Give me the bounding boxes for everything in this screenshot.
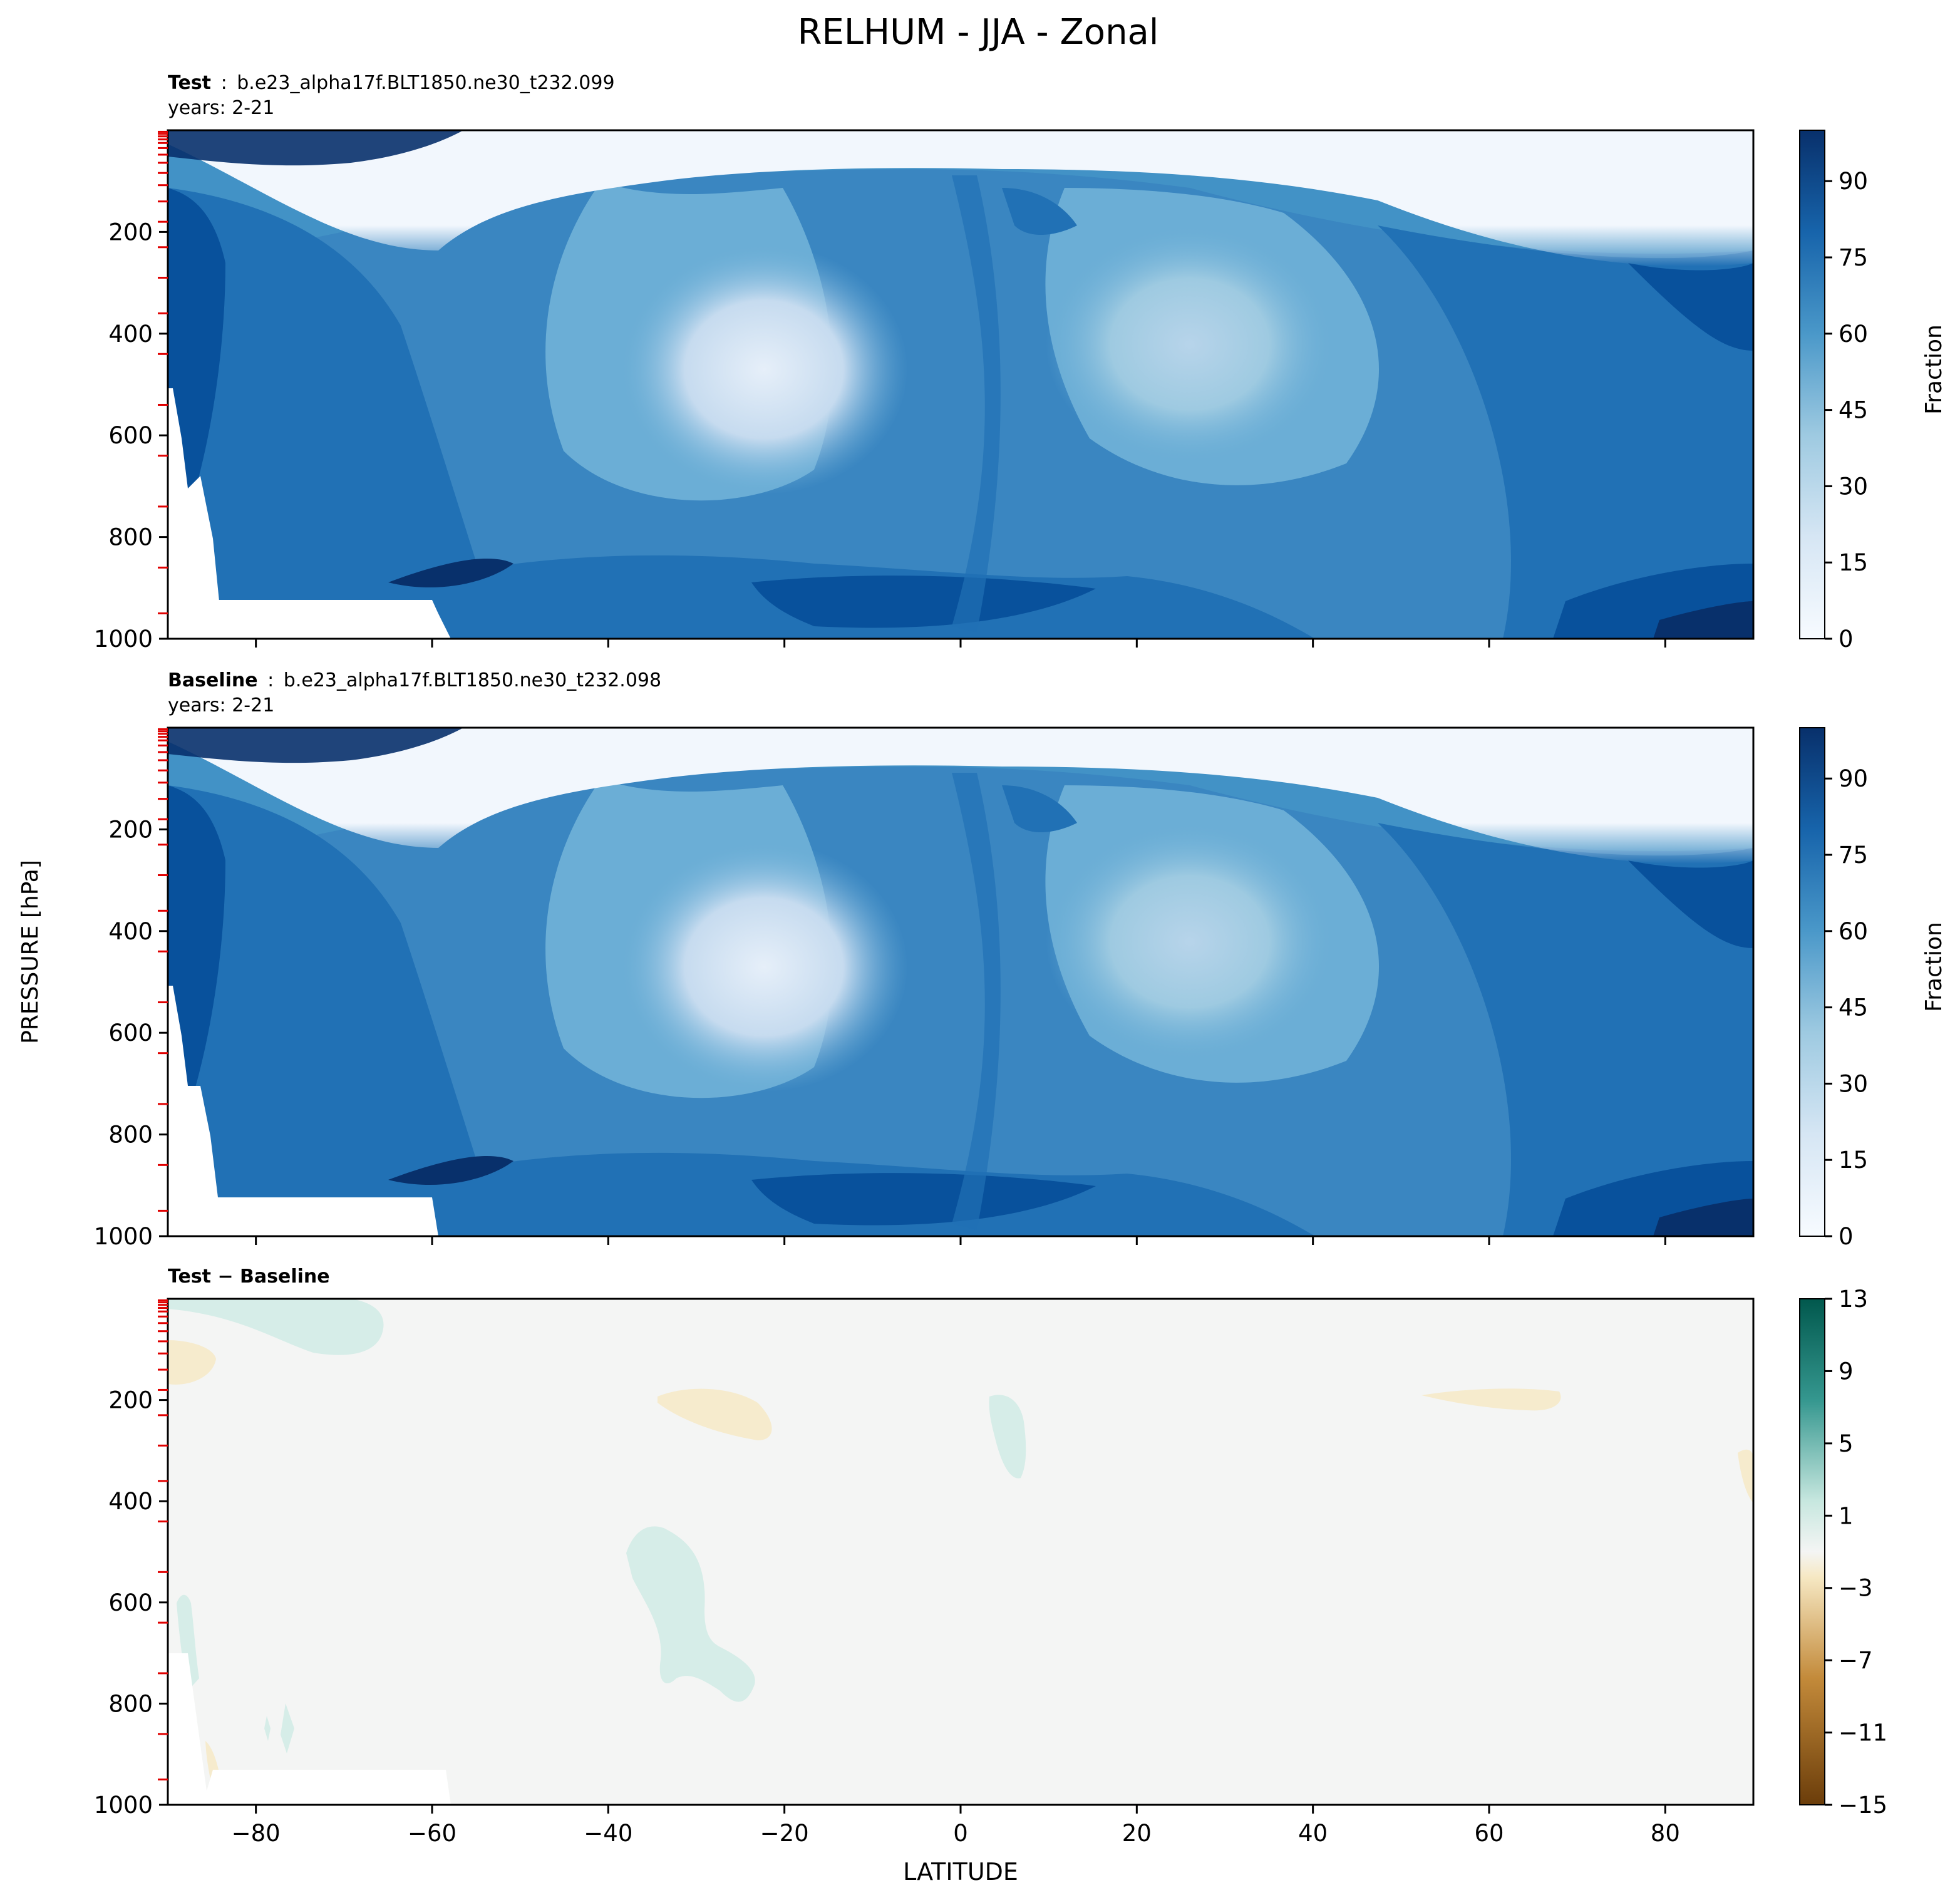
panel-difference-cbar-tick-label: −7 bbox=[1839, 1647, 1873, 1674]
panel-difference-xtick-label: 60 bbox=[1474, 1820, 1504, 1847]
panel-baseline-cbar-tick-label: 0 bbox=[1839, 1223, 1854, 1250]
panel-difference-colorbar-ticks: −15 −11 −7 −3 1 5 9 13 bbox=[1825, 1286, 1887, 1819]
y-axis-label: PRESSURE [hPa] bbox=[18, 860, 43, 1044]
panel-difference-ytick-label: 800 bbox=[108, 1690, 153, 1717]
panel-difference-cbar-tick-label: 5 bbox=[1839, 1430, 1854, 1457]
panel-baseline-ytick-label: 400 bbox=[108, 918, 153, 945]
panel-baseline-cbar-tick-label: 60 bbox=[1839, 918, 1868, 945]
panel-baseline-years: years: 2-21 bbox=[168, 694, 274, 716]
panel-baseline-ytick-label: 800 bbox=[108, 1122, 153, 1149]
panel-difference-cbar-tick-label: −11 bbox=[1839, 1720, 1887, 1747]
panel-test-yticks: 200 400 600 800 1000 bbox=[94, 219, 168, 653]
panel-difference-xtick-label: −20 bbox=[760, 1820, 809, 1847]
panel-baseline-colorbar-label: Fraction bbox=[1921, 922, 1947, 1012]
panel-test-colorbar-ticks: 0 15 30 45 60 75 90 bbox=[1825, 168, 1868, 653]
panel-test-cbar-tick-label: 15 bbox=[1839, 549, 1868, 576]
panel-test: Test : b.e23_alpha17f.BLT1850.ne30_t232.… bbox=[94, 72, 1947, 653]
panel-test-header: Test : b.e23_alpha17f.BLT1850.ne30_t232.… bbox=[168, 72, 615, 94]
panel-test-cbar-tick-label: 60 bbox=[1839, 321, 1868, 348]
panel-test-cbar-tick-label: 30 bbox=[1839, 473, 1868, 500]
panel-difference-cbar-tick-label: 13 bbox=[1839, 1286, 1868, 1313]
panel-test-ytick-label: 1000 bbox=[94, 626, 153, 653]
panel-test-cbar-tick-label: 75 bbox=[1839, 244, 1868, 271]
panel-baseline-header: Baseline : b.e23_alpha17f.BLT1850.ne30_t… bbox=[168, 669, 661, 691]
panel-difference-xtick-label: 40 bbox=[1298, 1820, 1328, 1847]
panel-difference-ytick-label: 1000 bbox=[94, 1792, 153, 1819]
panel-difference-ytick-label: 400 bbox=[108, 1488, 153, 1515]
panel-difference-ytick-label: 200 bbox=[108, 1387, 153, 1414]
panel-difference-yticks: 200 400 600 800 1000 bbox=[94, 1387, 168, 1819]
panel-baseline-cbar-tick-label: 15 bbox=[1839, 1147, 1868, 1174]
panel-difference-title: Test − Baseline bbox=[168, 1266, 330, 1288]
panel-difference-field bbox=[168, 1299, 1753, 1805]
panel-difference-xtick-label: 20 bbox=[1122, 1820, 1152, 1847]
panel-test-cbar-tick-label: 90 bbox=[1839, 168, 1868, 195]
panel-baseline-sep: : bbox=[267, 669, 274, 691]
panel-difference-red-level-ticks bbox=[158, 1299, 168, 1781]
panel-test-xticks bbox=[255, 639, 1666, 648]
panel-baseline-ytick-label: 200 bbox=[108, 816, 153, 843]
panel-baseline-cbar-tick-label: 75 bbox=[1839, 842, 1868, 869]
panel-baseline-colorbar: 0 15 30 45 60 75 90 Fraction bbox=[1799, 727, 1947, 1250]
panel-test-sep: : bbox=[221, 72, 227, 94]
panel-test-field bbox=[168, 130, 1753, 639]
panel-baseline-ytick-label: 600 bbox=[108, 1020, 153, 1046]
panel-difference-xtick-label: −80 bbox=[232, 1820, 281, 1847]
panel-difference-cbar-tick-label: −3 bbox=[1839, 1575, 1873, 1602]
panel-test-years: years: 2-21 bbox=[168, 97, 274, 119]
panel-baseline-yticks: 200 400 600 800 1000 bbox=[94, 816, 168, 1250]
panel-test-ytick-label: 600 bbox=[108, 422, 153, 449]
panel-baseline-cbar-tick-label: 90 bbox=[1839, 765, 1868, 792]
panel-test-ytick-label: 400 bbox=[108, 321, 153, 348]
panel-difference-colorbar: −15 −11 −7 −3 1 5 9 13 bbox=[1799, 1286, 1887, 1819]
panel-baseline-colorbar-ticks: 0 15 30 45 60 75 90 bbox=[1825, 765, 1868, 1250]
panel-difference-cbar-tick-label: 1 bbox=[1839, 1502, 1854, 1529]
panel-baseline-xticks bbox=[255, 1236, 1666, 1245]
panel-baseline-case: b.e23_alpha17f.BLT1850.ne30_t232.098 bbox=[284, 669, 661, 691]
figure-title: RELHUM - JJA - Zonal bbox=[798, 12, 1159, 53]
x-axis-label: LATITUDE bbox=[903, 1858, 1018, 1886]
panel-difference-xtick-label: 0 bbox=[953, 1820, 968, 1847]
panel-test-colorbar-label: Fraction bbox=[1921, 324, 1947, 415]
panel-baseline-red-level-ticks bbox=[158, 728, 168, 1212]
panel-baseline-ytick-label: 1000 bbox=[94, 1223, 153, 1250]
panel-difference-xtick-label: −40 bbox=[584, 1820, 632, 1847]
panel-difference-xticks: −80 −60 −40 −20 0 20 40 60 80 bbox=[232, 1805, 1680, 1847]
panel-test-ytick-label: 800 bbox=[108, 524, 153, 551]
panel-test-cbar-tick-label: 45 bbox=[1839, 397, 1868, 424]
panel-test-label: Test bbox=[168, 72, 211, 94]
panel-difference-xtick-label: −60 bbox=[408, 1820, 456, 1847]
panel-difference-xtick-label: 80 bbox=[1651, 1820, 1680, 1847]
panel-baseline: Baseline : b.e23_alpha17f.BLT1850.ne30_t… bbox=[94, 669, 1947, 1250]
panel-difference-cbar-tick-label: −15 bbox=[1839, 1792, 1887, 1819]
panel-baseline-field bbox=[168, 728, 1753, 1236]
panel-difference-cbar-tick-label: 9 bbox=[1839, 1358, 1854, 1385]
panel-difference-ytick-label: 600 bbox=[108, 1589, 153, 1616]
panel-baseline-cbar-tick-label: 45 bbox=[1839, 994, 1868, 1021]
panel-test-case: b.e23_alpha17f.BLT1850.ne30_t232.099 bbox=[237, 72, 614, 94]
panel-test-cbar-tick-label: 0 bbox=[1839, 626, 1854, 653]
panel-baseline-label: Baseline bbox=[168, 669, 258, 691]
panel-test-red-level-ticks bbox=[158, 130, 168, 614]
panel-baseline-cbar-tick-label: 30 bbox=[1839, 1070, 1868, 1097]
panel-test-ytick-label: 200 bbox=[108, 219, 153, 245]
panel-test-colorbar: 0 15 30 45 60 75 90 Fraction bbox=[1799, 130, 1947, 653]
